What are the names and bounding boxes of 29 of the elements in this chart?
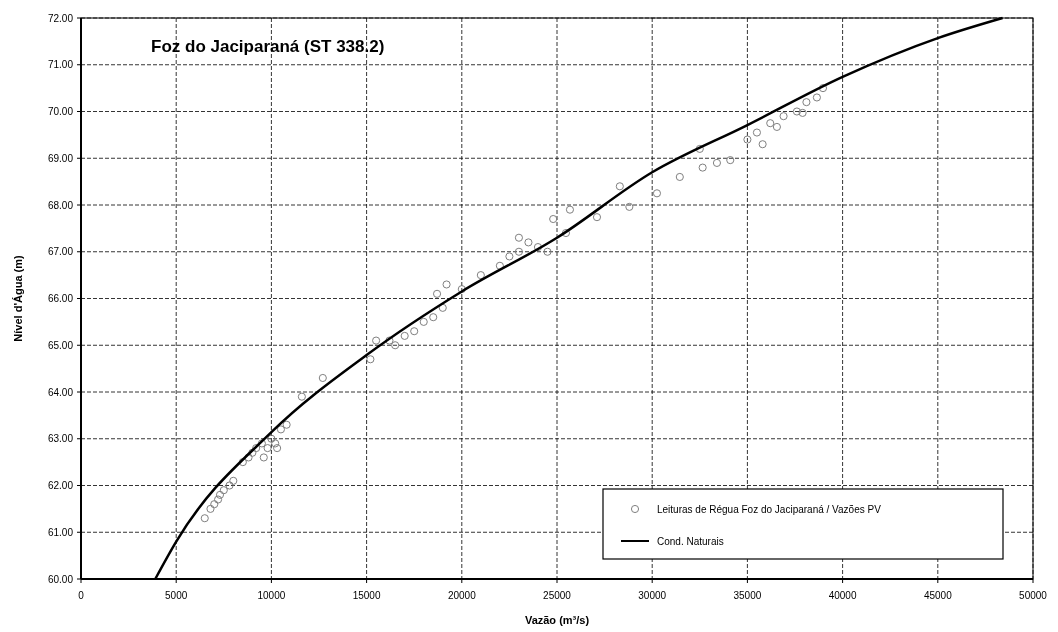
y-tick-label: 65.00	[47, 339, 74, 351]
x-tick-label: 25000	[543, 590, 572, 601]
y-tick-label: 72.00	[47, 12, 74, 24]
y-tick-label: 60.00	[47, 573, 74, 585]
x-tick-label: 35000	[733, 590, 762, 601]
legend-label: Cond. Naturais	[657, 535, 724, 547]
y-tick-label: 70.00	[47, 106, 74, 117]
x-tick-label: 15000	[352, 590, 381, 601]
x-tick-label: 10000	[257, 590, 286, 601]
y-tick-label: 66.00	[47, 293, 74, 304]
x-tick-label: 30000	[638, 590, 667, 601]
x-tick-label: 50000	[1019, 590, 1048, 601]
x-tick-label: 40000	[828, 590, 857, 601]
text: Foz do Jaciparaná (ST 338.2)	[151, 37, 385, 56]
y-tick-label: 68.00	[47, 199, 74, 211]
x-tick-label: 20000	[447, 590, 477, 601]
y-tick-label: 69.00	[47, 152, 74, 164]
x-tick-label: 45000	[923, 590, 953, 601]
x-axis-title: Vazão (m³/s)	[524, 614, 590, 626]
y-tick-label: 64.00	[47, 386, 74, 398]
y-axis-title: Nível d'Água (m)	[12, 255, 24, 342]
y-tick-label: 62.00	[47, 480, 74, 491]
y-tick-label: 71.00	[47, 59, 74, 71]
legend-label: Leituras de Régua Foz do Jaciparaná / Vazões PV	[657, 503, 882, 515]
y-tick-label: 67.00	[47, 246, 74, 258]
x-tick-label: 5000	[165, 590, 188, 601]
y-tick-label: 63.00	[47, 433, 74, 445]
y-tick-label: 61.00	[47, 526, 74, 538]
x-tick-label: 0	[78, 590, 85, 601]
